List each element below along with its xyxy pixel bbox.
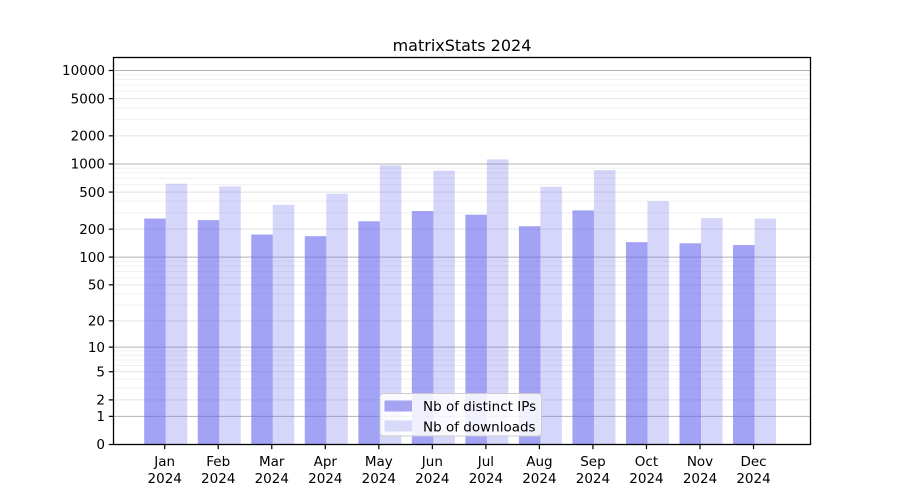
bar-downloads-may (379, 165, 402, 445)
bar-distinct-ips-nov (679, 243, 701, 445)
legend-swatch-downloads (384, 420, 412, 432)
bar-distinct-ips-jul (465, 214, 487, 445)
y-tick-label: 1 (96, 409, 105, 425)
x-tick-label-month: Mar (259, 454, 285, 470)
x-tick-label-month: Apr (314, 454, 338, 470)
bar-downloads-jul (486, 159, 509, 445)
x-tick-label-month: Feb (206, 454, 230, 470)
bar-downloads-dec (754, 218, 777, 445)
y-tick-label: 0 (96, 437, 105, 453)
legend: Nb of distinct IPs Nb of downloads (379, 393, 542, 437)
bar-downloads-jan (165, 183, 188, 445)
bar-distinct-ips-oct (625, 242, 648, 445)
bar-distinct-ips-jan (144, 218, 166, 445)
bar-distinct-ips-sep (572, 210, 594, 445)
bar-downloads-jun (433, 170, 455, 445)
x-tick-label-year: 2024 (308, 471, 342, 487)
x-tick-label-month: Nov (687, 454, 713, 470)
x-tick-label-month: Aug (526, 454, 552, 470)
bar-downloads-feb (219, 186, 241, 445)
plot-border (112, 56, 812, 446)
bar-distinct-ips-jun (411, 211, 434, 445)
x-tick-label-month: Oct (635, 454, 658, 470)
x-tick-label-year: 2024 (362, 471, 396, 487)
minor-gridlines (113, 74, 811, 389)
bar-distinct-ips-dec (733, 245, 755, 445)
bar-downloads-oct (647, 201, 669, 445)
x-tick-label-month: May (365, 454, 393, 470)
bar-downloads-sep (593, 170, 616, 445)
axes: 012510205010020050010002000500010000Jan2… (62, 63, 771, 487)
y-tick-label: 500 (79, 185, 105, 201)
bar-downloads-nov (701, 218, 723, 445)
bar-downloads-apr (326, 193, 348, 445)
x-tick-label-year: 2024 (201, 471, 235, 487)
x-tick-label-year: 2024 (415, 471, 449, 487)
legend-box (379, 393, 542, 437)
bar-downloads-aug (540, 186, 562, 445)
x-tick-label-month: Jun (421, 454, 443, 470)
bar-distinct-ips-feb (197, 220, 220, 445)
y-tick-label: 1000 (71, 157, 105, 173)
y-tick-label: 20 (88, 314, 105, 330)
bar-distinct-ips-aug (518, 226, 541, 445)
y-tick-label: 5000 (71, 91, 105, 107)
y-tick-label: 10000 (62, 63, 105, 79)
x-tick-label-month: Jan (153, 454, 175, 470)
x-tick-label-year: 2024 (736, 471, 770, 487)
x-tick-label-month: Sep (580, 454, 605, 470)
y-tick-label: 50 (88, 278, 105, 294)
bar-distinct-ips-mar (251, 234, 273, 445)
bar-downloads-mar (272, 204, 295, 445)
x-tick-label-year: 2024 (522, 471, 556, 487)
y-tick-label: 200 (79, 222, 105, 238)
chart-title: matrixStats 2024 (393, 36, 532, 55)
x-tick-label-year: 2024 (469, 471, 503, 487)
x-tick-label-year: 2024 (148, 471, 182, 487)
y-tick-label: 5 (96, 364, 105, 380)
bar-distinct-ips-apr (304, 236, 327, 445)
y-tick-label: 10 (88, 340, 105, 356)
x-tick-label-month: Jul (477, 454, 494, 470)
y-tick-label: 100 (79, 250, 105, 266)
legend-label-downloads: Nb of downloads (423, 420, 536, 436)
x-tick-label-year: 2024 (576, 471, 610, 487)
y-tick-label: 2 (96, 393, 105, 409)
x-tick-label-month: Dec (740, 454, 766, 470)
x-tick-label-year: 2024 (255, 471, 289, 487)
legend-swatch-distinct-ips (384, 400, 412, 412)
legend-label-distinct-ips: Nb of distinct IPs (423, 399, 536, 415)
x-tick-label-year: 2024 (629, 471, 663, 487)
bar-distinct-ips-may (358, 221, 380, 445)
y-tick-label: 2000 (71, 129, 105, 145)
bars (144, 159, 777, 445)
x-tick-label-year: 2024 (683, 471, 717, 487)
